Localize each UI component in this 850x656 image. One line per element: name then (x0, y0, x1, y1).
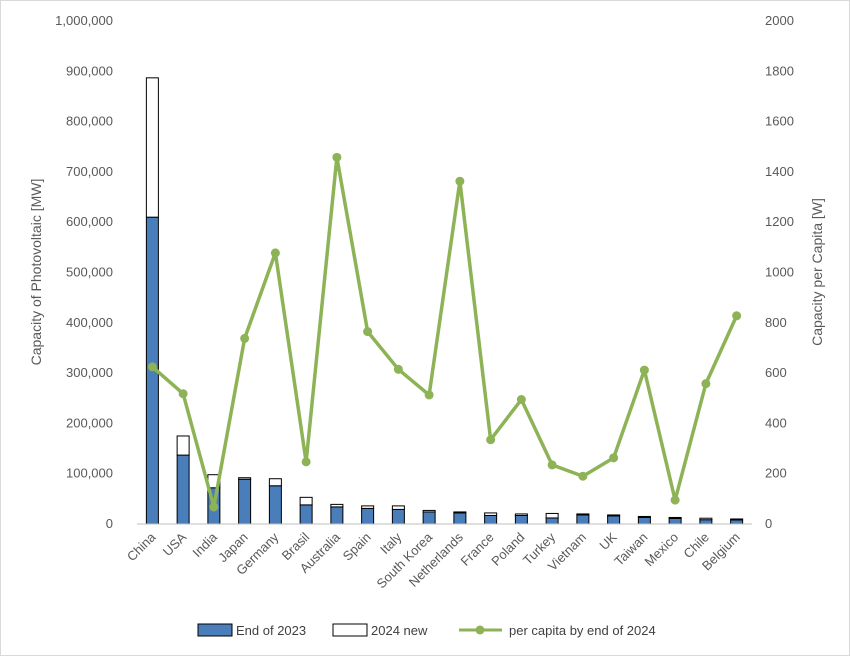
bar-2024-new (514, 513, 528, 516)
y2-tick-label: 1000 (765, 265, 794, 280)
bar-end-2023 (699, 519, 713, 525)
bar-end-2023 (576, 514, 590, 525)
bar-2024-new (176, 435, 190, 456)
per-capita-point (486, 435, 496, 445)
y-tick-label: 400,000 (66, 315, 113, 330)
legend-swatch-end-2023 (197, 623, 233, 637)
per-capita-point (270, 248, 280, 258)
bar-2024-new (699, 517, 713, 521)
bar-2024-new (576, 513, 590, 516)
y2-tick-label: 0 (765, 516, 772, 531)
bar-end-2023 (238, 478, 252, 525)
y-tick-label: 1,000,000 (55, 13, 113, 28)
bar-end-2023 (299, 504, 313, 525)
legend-swatch-2024-new (332, 623, 368, 637)
per-capita-point (670, 495, 680, 505)
y2-tick-label: 800 (765, 315, 787, 330)
y-tick-label: 300,000 (66, 365, 113, 380)
legend: End of 2023 2024 new per capita by end o… (197, 623, 656, 638)
legend-label-end-2023: End of 2023 (236, 623, 306, 638)
y-axis-title: Capacity of Photovoltaic [MW] (28, 179, 44, 366)
y2-tick-label: 1600 (765, 114, 794, 129)
bar-2024-new (453, 511, 467, 514)
y2-tick-label: 400 (765, 415, 787, 430)
bar-2024-new (391, 505, 405, 510)
bar-end-2023 (607, 515, 621, 525)
y-tick-label: 600,000 (66, 214, 113, 229)
bar-end-2023 (453, 512, 467, 525)
per-capita-point (332, 152, 342, 162)
y-tick-label: 800,000 (66, 114, 113, 129)
bar-2024-new (607, 514, 621, 517)
bar-2024-new (484, 512, 498, 516)
bar-2024-new (422, 509, 436, 513)
legend-label-per-capita: per capita by end of 2024 (509, 623, 656, 638)
per-capita-point (701, 379, 711, 389)
per-capita-point (240, 333, 250, 343)
per-capita-line (151, 155, 739, 509)
bar-2024-new (299, 496, 313, 506)
y2-tick-label: 1800 (765, 63, 794, 78)
per-capita-point (424, 390, 434, 400)
bar-2024-new (730, 518, 744, 521)
per-capita-point (609, 453, 619, 463)
bar-end-2023 (361, 507, 375, 525)
per-capita-point (363, 327, 373, 337)
per-capita-point (209, 502, 219, 512)
y2-tick-label: 1200 (765, 214, 794, 229)
bar-end-2023 (545, 517, 559, 525)
per-capita-point (547, 460, 557, 470)
per-capita-point (455, 176, 465, 186)
bar-end-2023 (668, 517, 682, 525)
y-tick-label: 200,000 (66, 415, 113, 430)
y-tick-label: 900,000 (66, 63, 113, 78)
y2-tick-label: 2000 (765, 13, 794, 28)
bar-end-2023 (730, 519, 744, 525)
bar-2024-new (330, 503, 344, 508)
per-capita-point (178, 389, 188, 399)
bar-end-2023 (484, 514, 498, 525)
bar-2024-new (545, 512, 559, 519)
legend-label-2024-new: 2024 new (371, 623, 428, 638)
per-capita-point (393, 364, 403, 374)
y-tick-label: 0 (106, 516, 113, 531)
bar-end-2023 (176, 454, 190, 525)
legend-marker-per-capita (475, 625, 485, 635)
bar-2024-new (238, 477, 252, 480)
y-tick-label: 500,000 (66, 265, 113, 280)
bar-end-2023 (330, 506, 344, 525)
per-capita-point (732, 311, 742, 321)
per-capita-point (147, 362, 157, 372)
y2-tick-label: 600 (765, 365, 787, 380)
bar-2024-new (361, 505, 375, 509)
bar-end-2023 (514, 514, 528, 525)
bar-2024-new (145, 77, 159, 218)
per-capita-point (516, 395, 526, 405)
per-capita-point (578, 471, 588, 481)
bar-end-2023 (422, 511, 436, 525)
bar-end-2023 (391, 508, 405, 525)
y2-axis-title: Capacity per Capita [W] (809, 198, 825, 346)
bar-end-2023 (268, 485, 282, 525)
bar-2024-new (268, 478, 282, 487)
y2-tick-label: 1400 (765, 164, 794, 179)
per-capita-point (301, 457, 311, 467)
y2-tick-label: 200 (765, 466, 787, 481)
bar-2024-new (637, 515, 651, 518)
y-tick-label: 100,000 (66, 466, 113, 481)
y-tick-label: 700,000 (66, 164, 113, 179)
bar-2024-new (668, 516, 682, 519)
bar-end-2023 (637, 516, 651, 525)
per-capita-point (639, 365, 649, 375)
